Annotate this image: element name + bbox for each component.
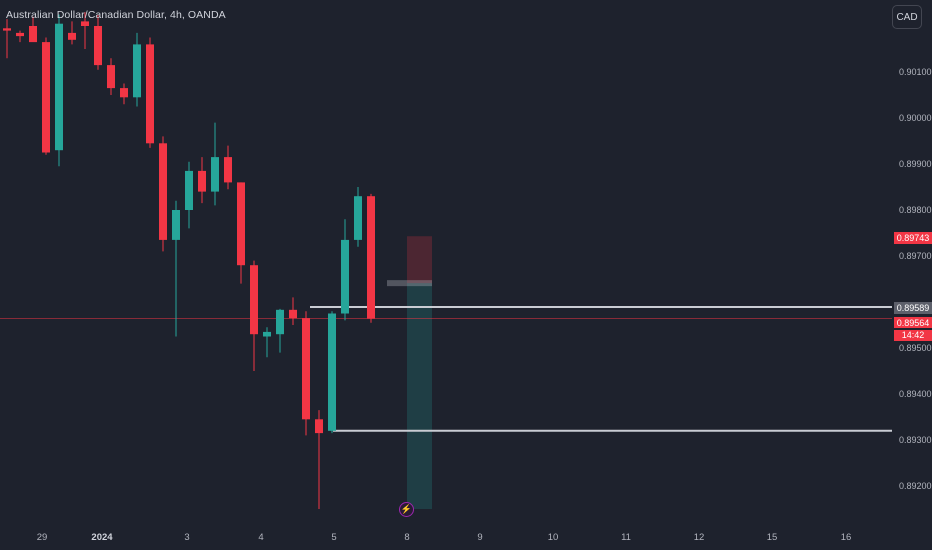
candle xyxy=(3,19,11,59)
candle xyxy=(328,311,336,434)
candle-body xyxy=(29,26,37,43)
candle-body xyxy=(263,331,271,337)
candlestick-series xyxy=(3,12,375,509)
time-tick-label: 11 xyxy=(621,532,631,543)
candle-body xyxy=(224,157,232,183)
price-chart[interactable] xyxy=(0,0,892,525)
candle-body xyxy=(133,44,141,98)
time-tick-label: 9 xyxy=(477,532,483,543)
price-tick-label: 0.89900 xyxy=(899,159,932,169)
candle xyxy=(146,37,154,148)
price-tick-label: 0.90100 xyxy=(899,67,932,77)
candle-body xyxy=(185,170,193,210)
time-tick-label: 4 xyxy=(258,532,264,543)
price-tick-label: 0.89400 xyxy=(899,389,932,399)
candle-body xyxy=(198,170,206,192)
candle-body xyxy=(289,309,297,319)
time-tick-label: 5 xyxy=(331,532,337,543)
candle-body xyxy=(211,157,219,192)
time-tick-label: 16 xyxy=(840,532,852,543)
bar-countdown: 14:42 xyxy=(894,330,932,341)
price-axis[interactable] xyxy=(892,0,932,550)
candle xyxy=(276,308,284,353)
position-tool[interactable] xyxy=(387,236,432,509)
chart-title: Australian Dollar/Canadian Dollar, 4h, O… xyxy=(6,9,226,21)
price-tick-label: 0.89300 xyxy=(899,435,932,445)
candle-body xyxy=(328,313,336,431)
candle xyxy=(68,21,76,45)
candle xyxy=(107,58,115,95)
candle-body xyxy=(55,23,63,151)
lightning-icon[interactable]: ⚡ xyxy=(399,502,414,517)
candle xyxy=(81,12,89,49)
price-tick-label: 0.89800 xyxy=(899,205,932,215)
candle xyxy=(341,219,349,321)
candle xyxy=(302,311,310,436)
candle-body xyxy=(315,419,323,434)
candle xyxy=(55,14,63,167)
candle xyxy=(198,157,206,204)
price-tick-label: 0.90000 xyxy=(899,113,932,123)
candle-body xyxy=(159,143,167,240)
candle xyxy=(42,37,50,155)
stop-loss-zone xyxy=(407,236,432,284)
candle xyxy=(237,182,245,284)
price-tick-label: 0.89200 xyxy=(899,481,932,491)
candle xyxy=(16,30,24,43)
candle xyxy=(29,16,37,43)
candle-body xyxy=(68,32,76,40)
candle-body xyxy=(120,88,128,98)
candle xyxy=(315,410,323,509)
candle xyxy=(224,145,232,190)
entry-marker xyxy=(387,280,432,287)
time-tick-label: 3 xyxy=(184,532,190,543)
price-tick-label: 0.89700 xyxy=(899,251,932,261)
candle-body xyxy=(276,309,284,335)
level-price-tag: 0.89589 xyxy=(894,302,932,314)
horizontal-lines[interactable] xyxy=(0,306,892,432)
candle-body xyxy=(16,32,24,37)
time-tick-label: 15 xyxy=(766,532,778,543)
candle xyxy=(211,122,219,206)
candle xyxy=(250,260,258,371)
candle xyxy=(94,14,102,70)
price-tick-label: 0.89500 xyxy=(899,343,932,353)
candle-body xyxy=(94,26,102,66)
candle-body xyxy=(367,196,375,319)
candle xyxy=(367,193,375,323)
candle-body xyxy=(146,44,154,144)
candle xyxy=(185,161,193,229)
candle-body xyxy=(107,65,115,89)
time-tick-label: 29 xyxy=(36,532,48,543)
currency-button[interactable]: CAD xyxy=(892,5,922,29)
time-tick-label: 8 xyxy=(404,532,410,543)
candle xyxy=(159,136,167,252)
candle xyxy=(354,187,362,247)
candle-body xyxy=(42,42,50,153)
candle-body xyxy=(237,182,245,266)
high-price-tag: 0.89743 xyxy=(894,232,932,244)
candle-body xyxy=(302,318,310,420)
candle-body xyxy=(172,210,180,240)
candle xyxy=(120,83,128,105)
time-tick-label: 2024 xyxy=(91,532,113,543)
time-axis[interactable] xyxy=(0,525,892,550)
last-price-tag: 0.89564 xyxy=(894,317,932,328)
candle xyxy=(133,32,141,107)
time-tick-label: 12 xyxy=(693,532,705,543)
candle-body xyxy=(81,21,89,26)
candle xyxy=(263,327,271,358)
take-profit-zone xyxy=(407,283,432,509)
candle-body xyxy=(354,196,362,240)
candle-body xyxy=(250,265,258,335)
candle-body xyxy=(3,28,11,31)
candle xyxy=(289,297,297,325)
candle-body xyxy=(341,239,349,314)
time-tick-label: 10 xyxy=(547,532,559,543)
candle xyxy=(172,200,180,337)
